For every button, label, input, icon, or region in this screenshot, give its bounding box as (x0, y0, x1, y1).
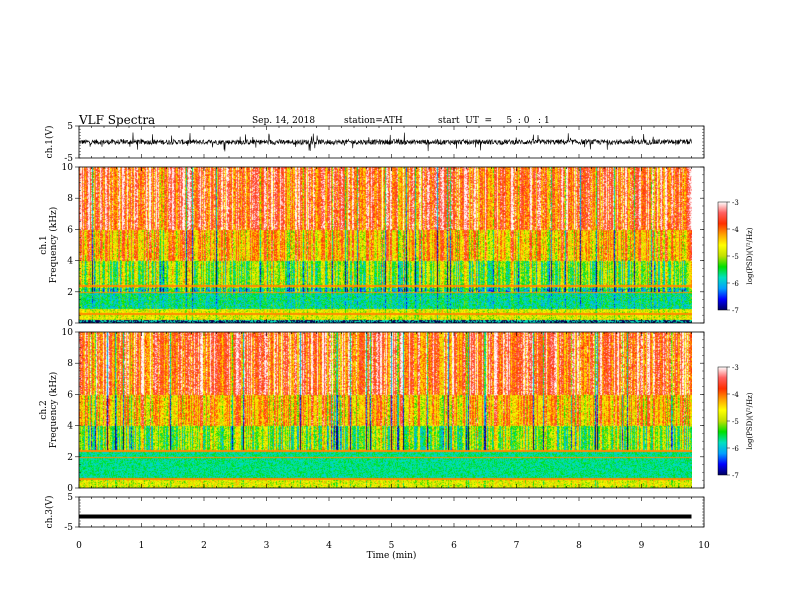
y-axis-label: ch.2 Frequency (kHz) (39, 372, 59, 449)
x-tick-label: 3 (264, 541, 270, 551)
x-tick-label: 5 (389, 541, 395, 551)
y-tick-label: 8 (67, 194, 73, 204)
x-tick-label: 7 (514, 541, 520, 551)
x-tick-label: 4 (326, 541, 332, 551)
ch1-spectrogram-panel: 0 2 4 6 8 10 ch.1 Frequency (kHz) (39, 163, 705, 329)
y-tick-label: 5 (67, 122, 73, 132)
start-ut-label: start UT = 5 : 0 : 1 (438, 116, 550, 126)
ch2-spectrogram-panel: 0 2 4 6 8 10 ch.2 Frequency (kHz) (39, 328, 705, 494)
panel-frame (78, 496, 705, 528)
x-axis-label: Time (min) (367, 550, 417, 561)
y-tick-label: 2 (67, 453, 73, 463)
x-tick-label: 1 (139, 541, 145, 551)
colorbar-label: log(PSD)(V²/Hz) (746, 227, 754, 284)
y-axis-label: ch.1 Frequency (kHz) (39, 207, 59, 284)
colorbar-tick-label: -5 (732, 418, 739, 426)
ch1-trace (78, 132, 692, 152)
y-axis-label-line: ch.1(V) (44, 126, 55, 159)
colorbar-tick-label: -7 (732, 472, 739, 480)
colorbar-bar (717, 201, 728, 311)
date-label: Sep. 14, 2018 (252, 116, 315, 126)
y-axis-label-line: ch.3(V) (44, 496, 55, 529)
y-tick-label: 4 (67, 422, 73, 432)
ch1-colorbar: -3 -4 -5 -6 -7 log(PSD)(V²/Hz) (717, 199, 754, 315)
colorbar-bar (717, 366, 728, 476)
colorbar-label: log(PSD)(V²/Hz) (746, 392, 754, 449)
x-tick-label: 6 (451, 541, 457, 551)
y-axis-label: ch.1(V) (44, 126, 55, 159)
y-tick-label: 6 (67, 225, 73, 235)
time-axis: 0 1 2 3 4 5 6 7 8 9 10 Time (min) (76, 541, 710, 561)
colorbar-tick-label: -7 (732, 307, 739, 315)
y-tick-label: 10 (62, 328, 74, 338)
colorbar-tick-label: -5 (732, 253, 739, 261)
colorbar-tick-label: -6 (732, 280, 739, 288)
x-tick-label: 0 (76, 541, 82, 551)
spectrogram-raster (79, 167, 692, 323)
colorbar-tick-label: -6 (732, 445, 739, 453)
y-axis-label-line: ch.2 (39, 400, 49, 419)
ch3-waveform-panel: 5 -5 ch.3(V) (44, 493, 705, 533)
colorbar-tick-label: -3 (732, 199, 739, 207)
spectrogram-raster (79, 332, 692, 488)
y-tick-label: 10 (62, 163, 74, 173)
station-label: station=ATH (344, 116, 403, 126)
y-tick-label: 2 (67, 288, 73, 298)
y-tick-label: 5 (67, 493, 73, 503)
y-axis-label: ch.3(V) (44, 496, 55, 529)
y-tick-label: 6 (67, 390, 73, 400)
x-tick-label: 8 (576, 541, 582, 551)
y-axis-label-line: Frequency (kHz) (48, 207, 59, 284)
colorbar-tick-label: -4 (732, 226, 739, 234)
y-tick-label: 0 (67, 484, 73, 494)
y-tick-label: 8 (67, 359, 73, 369)
y-tick-label: -5 (64, 523, 73, 533)
colorbar-tick-label: -3 (732, 364, 739, 372)
figure-title: VLF Spectra (78, 113, 155, 127)
y-tick-label: -5 (64, 154, 73, 164)
x-tick-label: 9 (639, 541, 645, 551)
ch2-colorbar: -3 -4 -5 -6 -7 log(PSD)(V²/Hz) (717, 364, 754, 480)
y-axis-label-line: Frequency (kHz) (48, 372, 59, 449)
y-axis-label-line: ch.1 (39, 235, 49, 254)
x-tick-label: 10 (698, 541, 710, 551)
y-tick-label: 4 (67, 257, 73, 267)
ch1-waveform-panel: 5 -5 ch.1(V) (44, 122, 705, 164)
y-tick-label: 0 (67, 319, 73, 329)
x-tick-label: 2 (201, 541, 207, 551)
colorbar-tick-label: -4 (732, 391, 739, 399)
